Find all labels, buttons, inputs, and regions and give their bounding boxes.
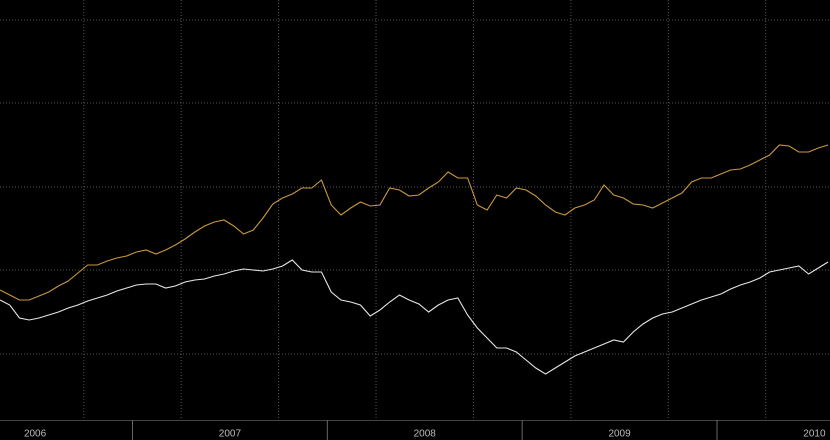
x-tick-label: 2006 [24,429,47,440]
x-tick-label: 2009 [608,429,631,440]
x-tick-label: 2010 [803,429,826,440]
x-tick-label: 2008 [414,429,437,440]
x-tick-label: 2007 [219,429,242,440]
series-line [0,144,829,301]
series-line [0,259,829,375]
